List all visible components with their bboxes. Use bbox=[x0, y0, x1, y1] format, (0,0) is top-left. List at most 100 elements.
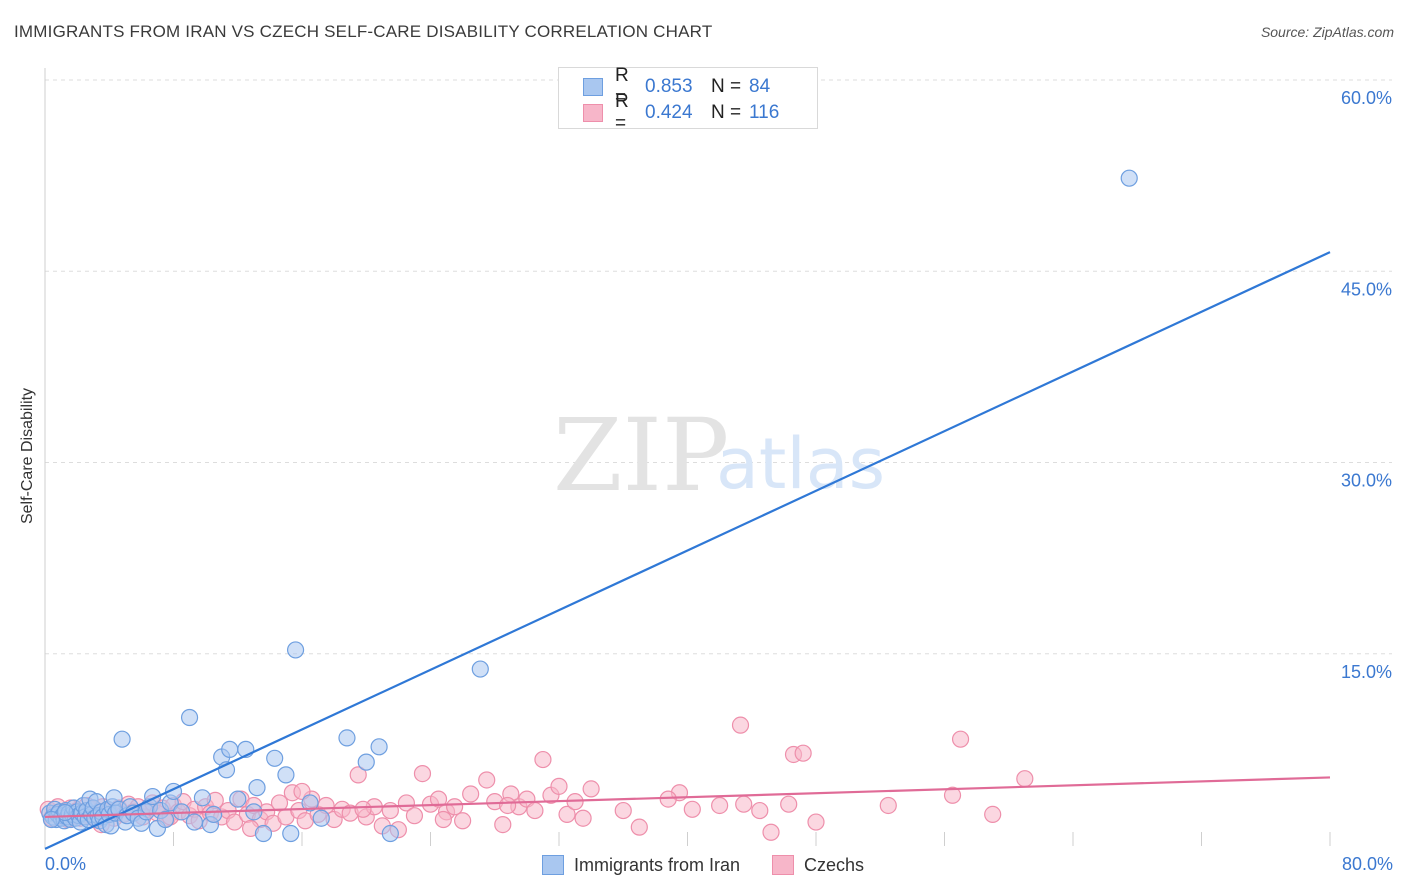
legend-label-iran: Immigrants from Iran bbox=[573, 854, 740, 875]
iran-trend-line bbox=[44, 251, 1331, 850]
iran-point bbox=[254, 824, 273, 843]
czechs-point bbox=[762, 823, 780, 841]
tick-labels: 15.0% 30.0% 45.0% 60.0% 0.0% 80.0% bbox=[45, 88, 1393, 874]
legend-n-value: 116 bbox=[749, 102, 780, 123]
legend-r-value: 0.853 bbox=[645, 76, 693, 97]
iran-point bbox=[245, 803, 263, 821]
legend-r-label: R = bbox=[615, 91, 629, 134]
czechs-point bbox=[429, 790, 448, 808]
legend-r-label: R = bbox=[615, 65, 629, 108]
czechs-point bbox=[1016, 770, 1034, 788]
iran-point bbox=[338, 729, 356, 747]
y-axis-label: Self-Care Disability bbox=[19, 387, 36, 525]
watermark-zip: ZIP bbox=[553, 397, 729, 514]
iran-point bbox=[56, 803, 74, 822]
czechs-point bbox=[445, 798, 464, 816]
czechs-point bbox=[984, 805, 1002, 824]
iran-point bbox=[381, 824, 399, 843]
legend-item-czechs[interactable]: Czechs bbox=[772, 855, 864, 876]
iran-point bbox=[193, 789, 212, 807]
legend-n-label: N = bbox=[711, 76, 742, 97]
iran-point bbox=[248, 779, 266, 797]
czechs-point bbox=[807, 813, 825, 831]
czechs-point bbox=[478, 771, 496, 789]
legend-swatch-iran bbox=[583, 78, 603, 96]
czechs-point bbox=[405, 807, 424, 825]
iran-point bbox=[301, 794, 319, 812]
czechs-point bbox=[683, 800, 701, 818]
iran-point bbox=[282, 824, 300, 843]
iran-point bbox=[205, 805, 223, 824]
trend-lines bbox=[44, 251, 1331, 850]
czechs-trend-line bbox=[44, 776, 1331, 819]
legend-swatch-czechs bbox=[583, 104, 603, 122]
czechs-point bbox=[534, 750, 552, 769]
czechs-point bbox=[574, 809, 592, 827]
iran-point bbox=[357, 753, 375, 771]
iran-point bbox=[180, 708, 199, 727]
czechs-point bbox=[270, 794, 289, 812]
y-tick-label: 60.0% bbox=[1341, 88, 1392, 108]
iran-point bbox=[229, 790, 247, 808]
czechs-point bbox=[434, 810, 452, 829]
iran-point bbox=[370, 738, 388, 756]
czechs-point bbox=[381, 801, 399, 820]
czechs-point bbox=[499, 796, 517, 815]
legend-swatch-czechs bbox=[772, 855, 794, 875]
iran-point bbox=[286, 641, 305, 659]
chart-title: IMMIGRANTS FROM IRAN VS CZECH SELF-CARE … bbox=[14, 22, 713, 41]
czechs-point bbox=[413, 764, 432, 783]
iran-point bbox=[42, 810, 61, 829]
legend-n-value: 84 bbox=[749, 76, 771, 97]
czechs-point bbox=[780, 795, 798, 813]
legend-row-czechs: R = 0.424 N = 116 bbox=[583, 91, 780, 134]
iran-point bbox=[221, 740, 239, 758]
czechs-point bbox=[494, 815, 512, 834]
czechs-point bbox=[462, 785, 480, 803]
czechs-point bbox=[526, 801, 544, 820]
watermark-atlas: atlas bbox=[716, 423, 885, 505]
series-legend: Immigrants from Iran Czechs bbox=[0, 851, 1406, 879]
czechs-point bbox=[951, 730, 970, 748]
czechs-point bbox=[550, 777, 568, 795]
czechs-point bbox=[659, 790, 677, 808]
y-tick-label: 45.0% bbox=[1341, 279, 1392, 299]
legend-r-value: 0.424 bbox=[645, 102, 693, 123]
iran-point bbox=[113, 730, 131, 748]
czechs-point bbox=[943, 786, 962, 804]
grid bbox=[45, 79, 1392, 655]
czechs-point bbox=[225, 813, 244, 831]
czechs-point bbox=[582, 780, 600, 798]
iran-point bbox=[312, 809, 330, 827]
legend-n-label: N = bbox=[711, 102, 742, 123]
legend-swatch-iran bbox=[541, 855, 564, 875]
legend-label-czechs: Czechs bbox=[804, 854, 865, 875]
iran-point bbox=[277, 766, 295, 784]
czechs-point bbox=[630, 818, 648, 836]
correlation-legend: R = 0.853 N = 84 R = 0.424 N = 116 bbox=[558, 65, 818, 134]
watermark: ZIP atlas bbox=[553, 397, 885, 514]
czechs-point bbox=[735, 795, 753, 813]
iran-point bbox=[266, 749, 284, 767]
source-label: Source: ZipAtlas.com bbox=[1260, 24, 1394, 40]
czechs-point bbox=[614, 801, 632, 820]
czechs-point bbox=[354, 800, 372, 818]
czechs-point bbox=[711, 796, 729, 815]
czechs-point bbox=[349, 766, 367, 784]
czechs-point bbox=[731, 716, 750, 734]
czechs-point bbox=[558, 805, 576, 824]
czechs-point bbox=[454, 812, 472, 830]
y-tick-label: 30.0% bbox=[1341, 471, 1392, 491]
legend-row-iran: R = 0.853 N = 84 bbox=[583, 65, 771, 108]
iran-point bbox=[185, 813, 203, 831]
axes bbox=[44, 68, 1331, 848]
x-tick-label: 80.0% bbox=[1342, 854, 1393, 874]
legend-item-iran[interactable]: Immigrants from Iran bbox=[541, 854, 740, 876]
x-tick-label: 0.0% bbox=[45, 854, 86, 874]
iran-point bbox=[1120, 169, 1138, 187]
y-tick-label: 15.0% bbox=[1341, 662, 1392, 682]
iran-point bbox=[471, 660, 489, 678]
iran-point bbox=[156, 810, 175, 829]
czechs-point bbox=[879, 796, 897, 815]
